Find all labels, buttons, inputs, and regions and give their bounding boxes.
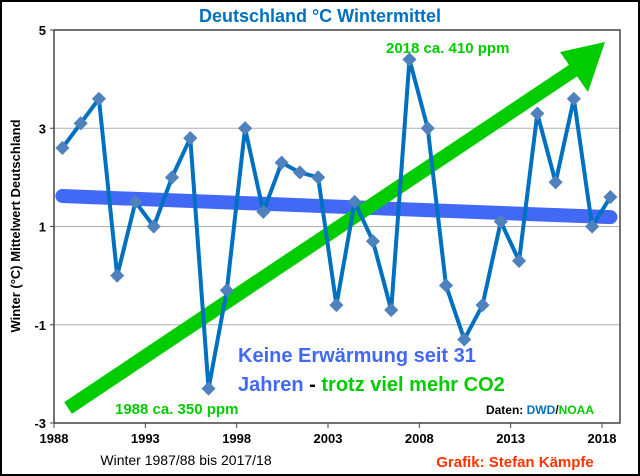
data-point xyxy=(311,170,326,185)
note-dash: - xyxy=(304,374,322,396)
co2-arrow-shaft xyxy=(64,60,584,414)
co2-arrow xyxy=(64,42,605,414)
co2-arrow-head xyxy=(560,42,605,92)
note-jahren: Jahren xyxy=(238,374,304,396)
data-point xyxy=(566,91,581,106)
y-tick-label: -3 xyxy=(34,416,46,431)
chart-title: Deutschland °C Wintermittel xyxy=(199,6,441,26)
source-text: Daten: DWD/NOAA xyxy=(486,403,594,417)
y-tick-label: 5 xyxy=(39,23,46,38)
data-point xyxy=(585,219,600,234)
x-axis-label: Winter 1987/88 bis 2017/18 xyxy=(100,452,271,468)
data-point xyxy=(146,219,161,234)
data-point xyxy=(420,121,435,136)
data-point xyxy=(237,121,253,136)
data-point xyxy=(475,298,490,313)
x-tick-label: 2013 xyxy=(496,431,525,446)
y-tick-label: 3 xyxy=(39,121,46,136)
credit-text: Grafik: Stefan Kämpfe xyxy=(436,454,594,471)
x-tick-label: 2008 xyxy=(405,431,434,446)
x-tick-label: 1993 xyxy=(131,431,160,446)
data-point xyxy=(530,106,545,121)
data-point xyxy=(511,253,527,268)
data-point xyxy=(128,194,143,210)
co2-end-label: 2018 ca. 410 ppm xyxy=(386,40,509,57)
note-line-1: Keine Erwärmung seit 31 xyxy=(238,345,476,367)
data-point xyxy=(219,283,234,298)
data-point xyxy=(183,131,198,146)
data-point xyxy=(493,214,508,229)
data-point xyxy=(365,234,381,249)
x-tick-label: 2018 xyxy=(588,431,617,446)
y-tick-label: -1 xyxy=(34,318,46,333)
x-tick-label: 1988 xyxy=(40,431,69,446)
co2-start-label: 1988 ca. 350 ppm xyxy=(115,401,238,418)
source-noaa: NOAA xyxy=(559,403,595,417)
x-tick-label: 1998 xyxy=(222,431,251,446)
data-point xyxy=(402,52,417,67)
source-sep: / xyxy=(555,403,559,417)
data-point xyxy=(347,194,362,210)
source-dwd: DWD xyxy=(527,403,556,417)
data-point xyxy=(384,302,399,318)
data-point xyxy=(164,170,180,185)
y-axis-label: Winter (°C) Mittelwert Deutschland xyxy=(8,119,23,332)
data-point xyxy=(548,175,563,190)
note-line-2: Jahren - trotz viel mehr CO2 xyxy=(238,374,505,396)
y-tick-label: 1 xyxy=(39,220,46,235)
data-point xyxy=(274,155,289,170)
data-point xyxy=(110,268,125,283)
trend-line xyxy=(55,189,618,225)
note-co2: trotz viel mehr CO2 xyxy=(321,374,504,396)
data-point xyxy=(292,165,307,180)
source-label: Daten: xyxy=(486,403,527,417)
data-point xyxy=(256,204,271,219)
data-point xyxy=(457,332,472,347)
data-point xyxy=(438,278,454,293)
x-tick-label: 2003 xyxy=(314,431,343,446)
data-point xyxy=(603,189,618,205)
data-point xyxy=(201,381,216,396)
data-point xyxy=(329,298,344,313)
